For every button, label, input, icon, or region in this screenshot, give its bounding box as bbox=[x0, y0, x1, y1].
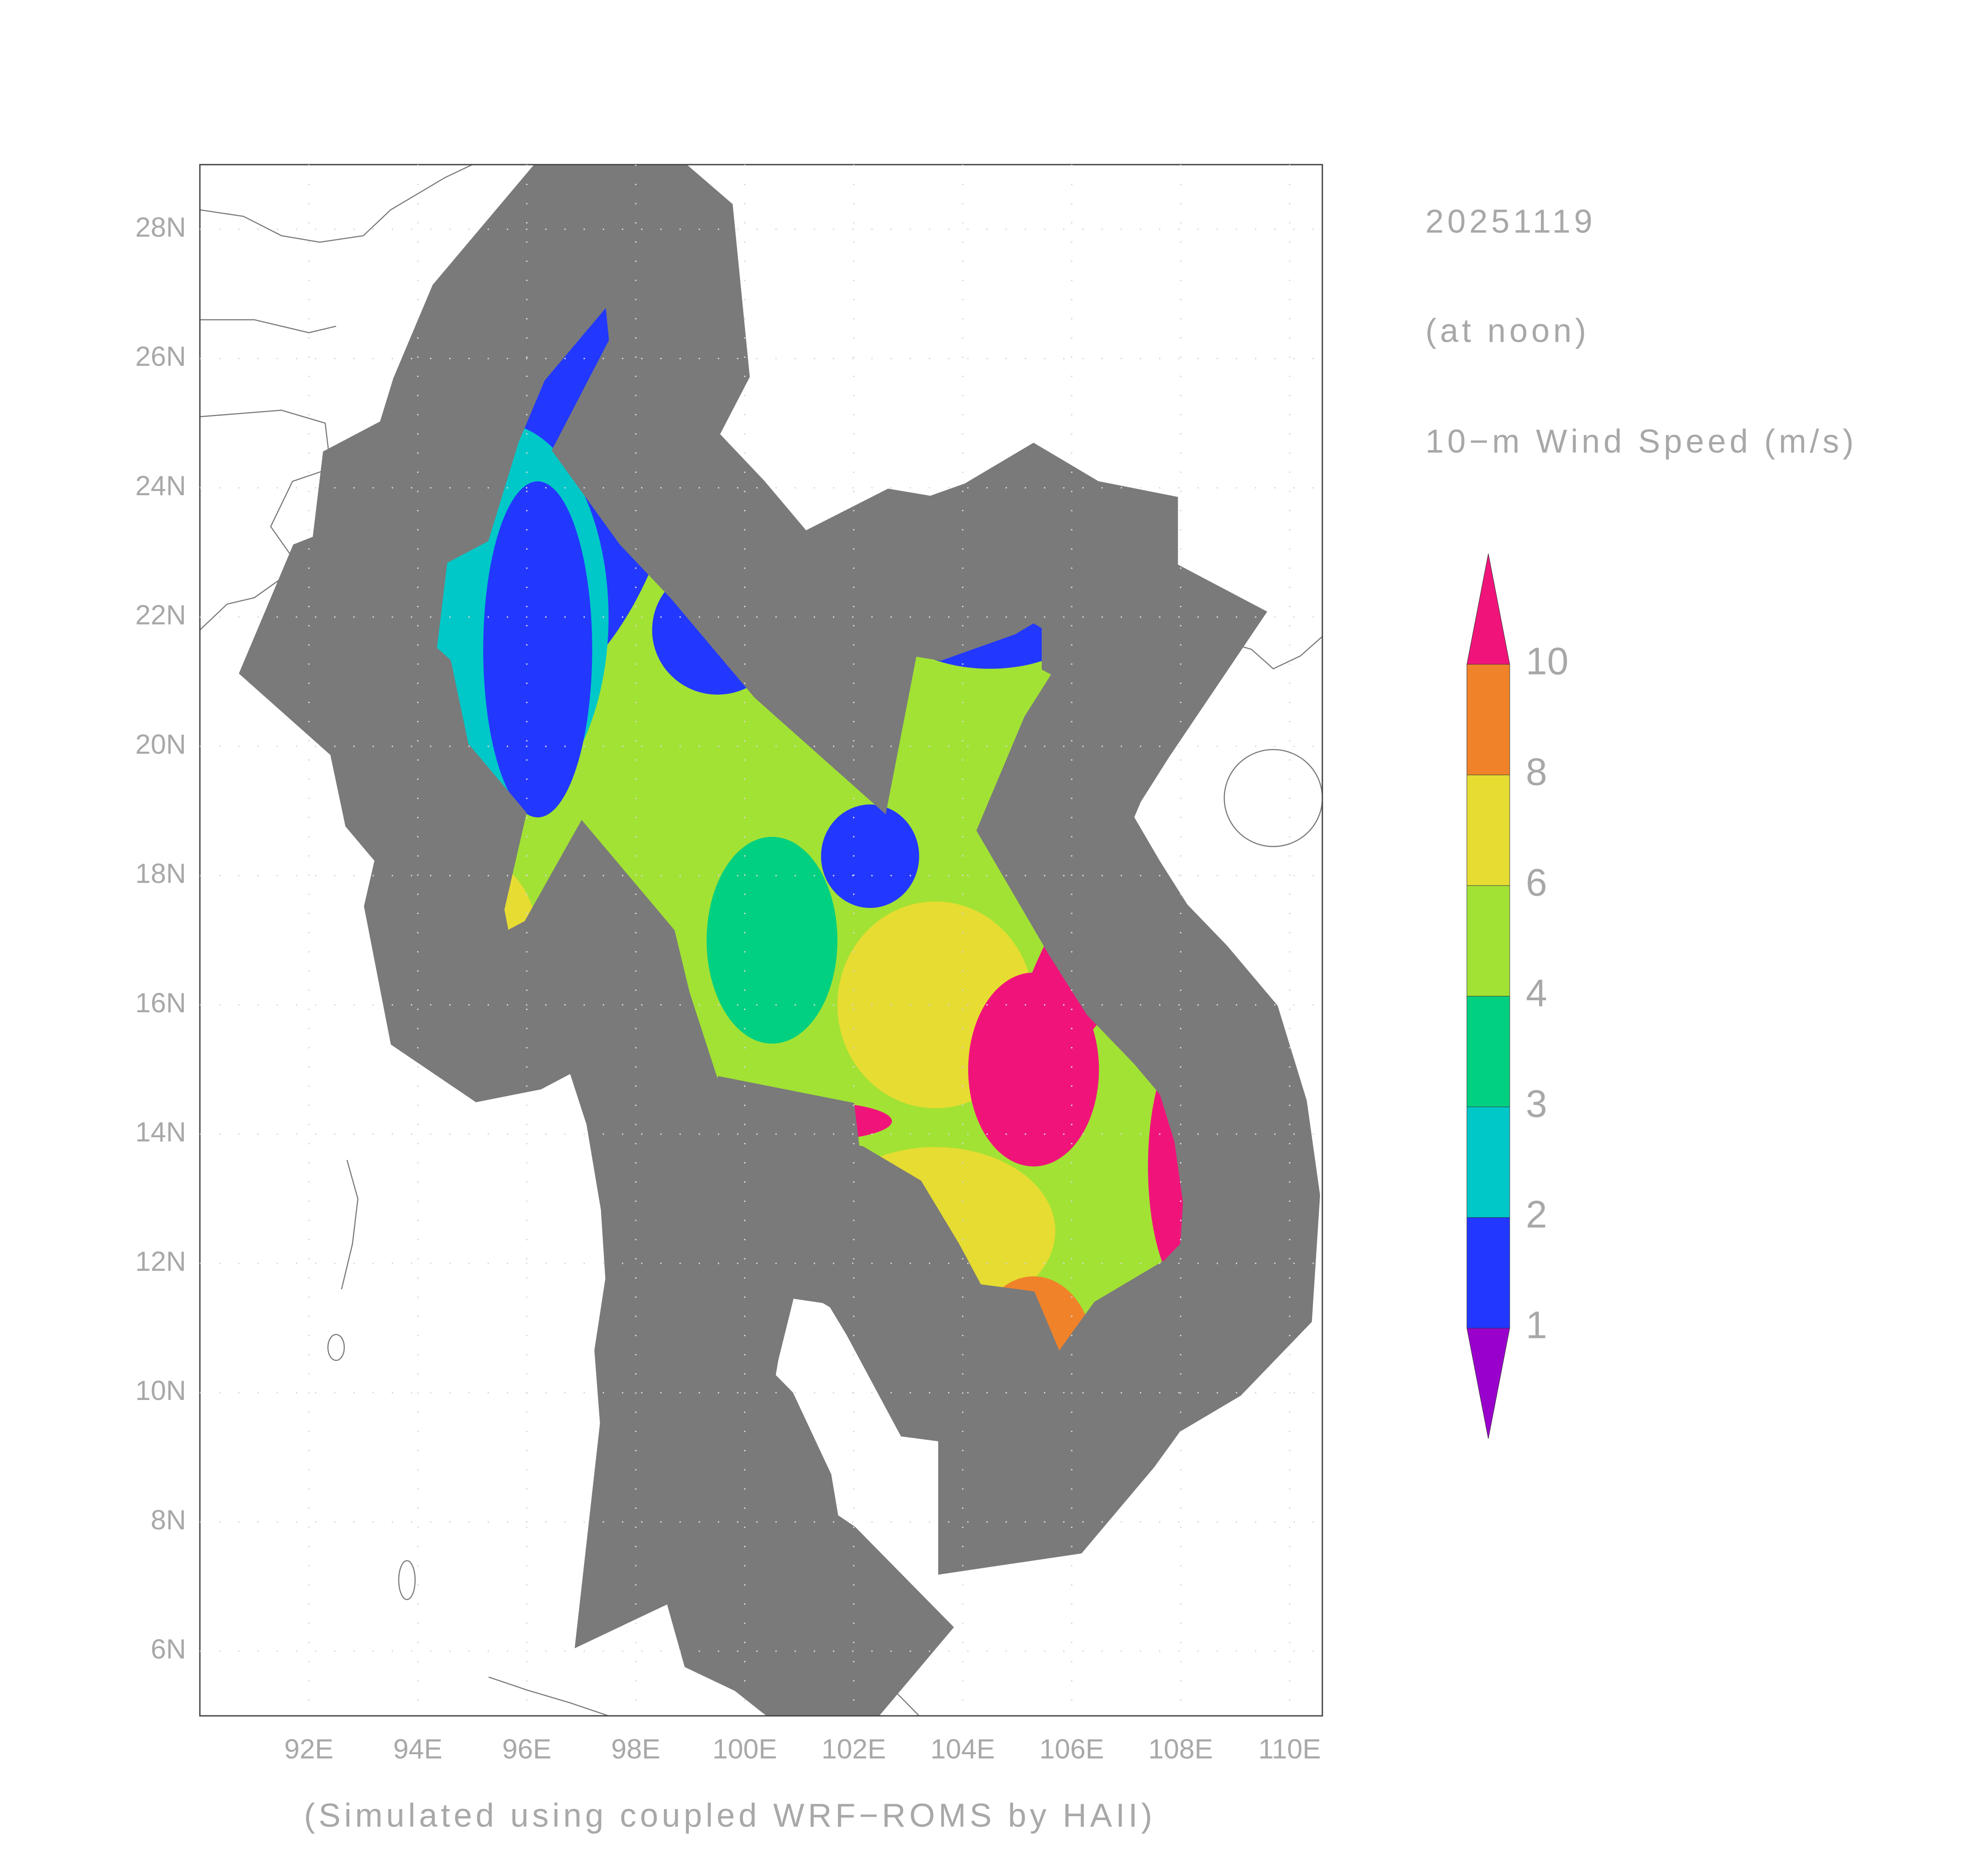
x-tick-label: 104E bbox=[930, 1734, 995, 1764]
y-tick-label: 18N bbox=[135, 858, 186, 889]
coastline bbox=[399, 1561, 415, 1599]
map-area bbox=[200, 165, 1322, 1716]
coastline bbox=[489, 1677, 609, 1716]
colorbar-segment bbox=[1466, 664, 1510, 775]
x-tick-label: 102E bbox=[821, 1734, 886, 1764]
colorbar-label: 10 bbox=[1526, 640, 1569, 683]
colorbar-label: 8 bbox=[1526, 751, 1547, 794]
colorbar-segment bbox=[1466, 1217, 1510, 1329]
y-tick-label: 20N bbox=[135, 729, 186, 760]
colorbar-extend-low bbox=[1466, 1328, 1510, 1439]
y-tick-label: 10N bbox=[135, 1375, 186, 1406]
map-frame bbox=[199, 164, 1323, 1717]
colorbar-label: 3 bbox=[1526, 1083, 1547, 1126]
date: 20251119 bbox=[1425, 203, 1596, 240]
coastline bbox=[200, 565, 298, 630]
x-tick-label: 100E bbox=[712, 1734, 777, 1764]
colorbar-segment bbox=[1466, 885, 1510, 997]
colorbar-extend-high bbox=[1466, 553, 1510, 665]
x-tick-label: 94E bbox=[393, 1734, 442, 1764]
x-tick-label: 108E bbox=[1148, 1734, 1213, 1764]
x-tick-label: 96E bbox=[502, 1734, 551, 1764]
y-tick-label: 24N bbox=[135, 471, 186, 501]
y-tick-label: 28N bbox=[135, 212, 186, 243]
y-tick-label: 26N bbox=[135, 341, 186, 372]
colorbar-segment bbox=[1466, 774, 1510, 886]
coastline bbox=[1159, 637, 1322, 669]
y-tick-label: 14N bbox=[135, 1117, 186, 1148]
coastline bbox=[342, 1160, 358, 1289]
x-tick-label: 110E bbox=[1259, 1734, 1321, 1764]
coastline bbox=[200, 320, 336, 333]
colorbar-label: 6 bbox=[1526, 861, 1547, 904]
coastline bbox=[200, 410, 331, 650]
x-tick-label: 106E bbox=[1039, 1734, 1104, 1764]
y-tick-label: 12N bbox=[135, 1246, 186, 1277]
x-tick-label: 98E bbox=[611, 1734, 660, 1764]
y-tick-label: 16N bbox=[135, 988, 186, 1019]
colorbar-label: 2 bbox=[1526, 1193, 1547, 1236]
coastline bbox=[1224, 750, 1322, 846]
y-tick-label: 8N bbox=[151, 1505, 186, 1536]
variable-title: 10−m Wind Speed (m/s) bbox=[1425, 423, 1857, 460]
x-tick-label: 92E bbox=[284, 1734, 333, 1764]
coastline bbox=[200, 165, 472, 242]
colorbar-label: 1 bbox=[1526, 1304, 1547, 1347]
coastline bbox=[816, 1593, 919, 1716]
y-tick-label: 22N bbox=[135, 600, 186, 631]
colorbar-label: 4 bbox=[1526, 972, 1547, 1015]
colorbar-segment bbox=[1466, 996, 1510, 1107]
time: (at noon) bbox=[1425, 312, 1590, 349]
credit: (Simulated using coupled WRF−ROMS by HAI… bbox=[304, 1797, 1155, 1834]
coastline bbox=[328, 1334, 344, 1360]
y-tick-label: 6N bbox=[151, 1634, 186, 1665]
colorbar-segment bbox=[1466, 1106, 1510, 1218]
